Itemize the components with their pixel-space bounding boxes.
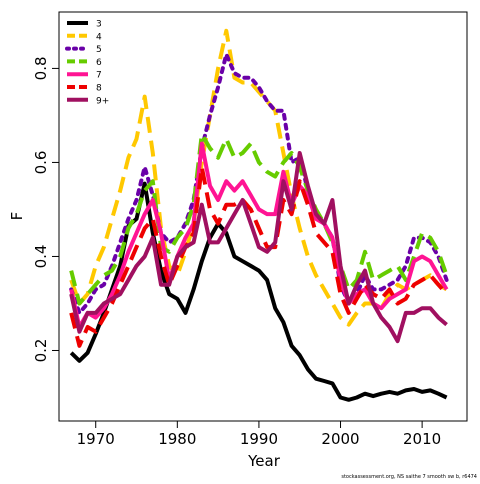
series-line-7 (69, 141, 449, 329)
legend: 3 4 5 6 7 8 9+ (65, 20, 109, 106)
legend-label-6: 6 (96, 58, 102, 68)
series-line-6 (69, 132, 449, 306)
x-axis-title: Year (247, 452, 281, 470)
x-axis: 1970 1980 1990 2000 2010 (77, 421, 441, 448)
legend-label-9plus: 9+ (96, 96, 109, 106)
x-tick-label: 1980 (158, 430, 196, 448)
y-axis: 0.2 0.4 0.6 0.8 (32, 56, 59, 362)
legend-label-8: 8 (96, 84, 102, 94)
caption: stockassessment.org, NS saithe 7 smooth … (341, 474, 477, 480)
y-axis-title: F (8, 212, 26, 221)
series-line-9plus (69, 151, 448, 344)
series-line-8 (69, 165, 449, 348)
legend-label-7: 7 (96, 71, 102, 81)
series-line-5 (69, 52, 449, 315)
series-lines (69, 28, 449, 402)
plot-frame (58, 11, 468, 422)
y-tick-label: 0.8 (32, 56, 50, 80)
x-tick-label: 2010 (403, 430, 441, 448)
x-tick-label: 1990 (240, 430, 278, 448)
x-tick-label: 1970 (77, 430, 115, 448)
y-tick-label: 0.4 (32, 245, 50, 269)
legend-label-4: 4 (96, 32, 102, 42)
y-tick-label: 0.6 (32, 151, 50, 175)
legend-label-5: 5 (96, 45, 102, 55)
legend-label-3: 3 (96, 20, 102, 30)
x-tick-label: 2000 (321, 430, 359, 448)
y-tick-label: 0.2 (32, 339, 50, 363)
